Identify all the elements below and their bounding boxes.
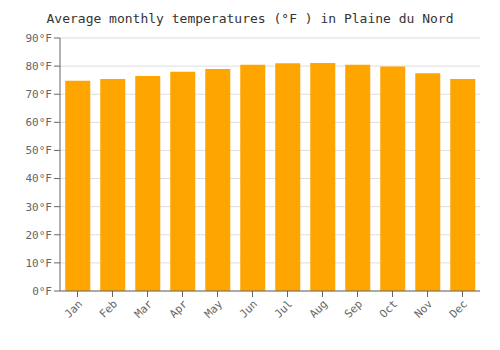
svg-text:50°F: 50°F [26,144,53,157]
svg-text:Aug: Aug [307,297,330,320]
svg-text:May: May [202,297,226,321]
svg-text:40°F: 40°F [26,172,53,185]
svg-text:Oct: Oct [377,297,400,320]
svg-text:Nov: Nov [412,297,436,321]
svg-text:60°F: 60°F [26,116,53,129]
svg-text:70°F: 70°F [26,88,53,101]
svg-text:Jun: Jun [237,297,260,320]
svg-text:10°F: 10°F [26,257,53,270]
html-text:Average monthly temperatures (: Average monthly temperatures (°F ) in Pl… [46,11,454,26]
svg-text:Mar: Mar [132,297,156,321]
svg-text:Jan: Jan [62,297,85,320]
svg-text:80°F: 80°F [26,60,53,73]
svg-text:90°F: 90°F [26,32,53,45]
svg-text:0°F: 0°F [32,285,52,298]
svg-text:30°F: 30°F [26,201,53,214]
svg-text:Apr: Apr [167,297,191,321]
svg-text:Sep: Sep [342,297,365,320]
svg-text:Feb: Feb [97,297,120,320]
svg-text:20°F: 20°F [26,229,53,242]
svg-text:Dec: Dec [447,297,470,320]
svg-text:Jul: Jul [272,297,295,320]
